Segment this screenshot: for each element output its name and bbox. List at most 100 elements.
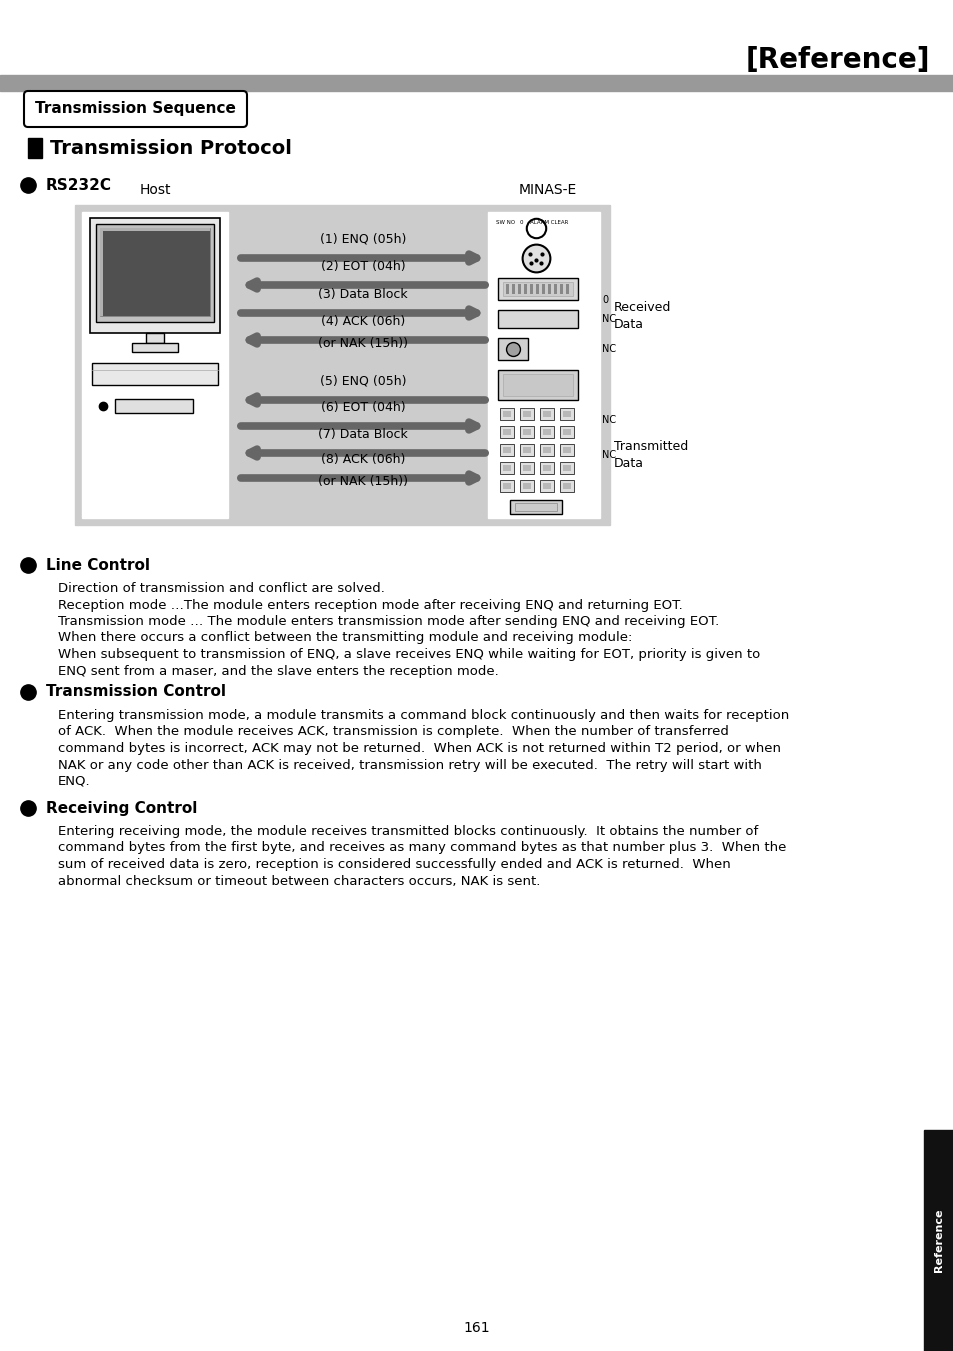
Bar (75, 205, 609, 526)
Text: Entering transmission mode, a module transmits a command block continuously and : Entering transmission mode, a module tra… (58, 709, 788, 721)
Text: Transmission Protocol: Transmission Protocol (50, 139, 292, 158)
Bar (562, 465, 571, 471)
Text: (1) ENQ (05h): (1) ENQ (05h) (319, 232, 406, 246)
Bar (488, 212, 599, 517)
Bar (541, 284, 544, 295)
Bar (542, 484, 551, 489)
Bar (499, 444, 514, 457)
Text: Transmission Sequence: Transmission Sequence (34, 101, 235, 116)
Text: (2) EOT (04h): (2) EOT (04h) (320, 259, 405, 273)
Text: ALARM CLEAR: ALARM CLEAR (530, 219, 568, 224)
Bar (497, 309, 578, 328)
Bar (522, 411, 531, 417)
Text: SW NO: SW NO (496, 219, 515, 224)
Text: RS232C: RS232C (46, 177, 112, 192)
Bar (499, 408, 514, 420)
Bar (522, 447, 531, 453)
Text: When subsequent to transmission of ENQ, a slave receives ENQ while waiting for E: When subsequent to transmission of ENQ, … (58, 648, 760, 661)
Text: command bytes from the first byte, and receives as many command bytes as that nu: command bytes from the first byte, and r… (58, 842, 785, 854)
Text: Entering receiving mode, the module receives transmitted blocks continuously.  I: Entering receiving mode, the module rece… (58, 825, 758, 838)
Text: of ACK.  When the module receives ACK, transmission is complete.  When the numbe: of ACK. When the module receives ACK, tr… (58, 725, 728, 739)
Bar (96, 224, 213, 322)
Text: 0: 0 (601, 295, 607, 305)
Bar (530, 284, 533, 295)
Bar (536, 284, 538, 295)
Text: Reception mode …The module enters reception mode after receiving ENQ and returni: Reception mode …The module enters recept… (58, 598, 682, 612)
Bar (146, 332, 164, 343)
Bar (522, 430, 531, 435)
Bar (547, 284, 551, 295)
Bar (28, 138, 42, 158)
Bar (559, 426, 574, 438)
Bar (100, 228, 210, 316)
Bar (502, 465, 511, 471)
Bar (519, 444, 534, 457)
Bar (505, 284, 509, 295)
Text: (or NAK (15h)): (or NAK (15h)) (317, 336, 408, 350)
Bar (559, 462, 574, 474)
Text: (8) ACK (06h): (8) ACK (06h) (320, 453, 405, 466)
Text: (4) ACK (06h): (4) ACK (06h) (320, 315, 405, 328)
Bar (539, 426, 554, 438)
Text: Host: Host (139, 182, 171, 197)
Text: command bytes is incorrect, ACK may not be returned.  When ACK is not returned w: command bytes is incorrect, ACK may not … (58, 742, 781, 755)
Bar (562, 430, 571, 435)
Bar (502, 282, 573, 296)
Text: Transmitted
Data: Transmitted Data (614, 440, 687, 470)
Bar (90, 218, 220, 332)
Text: Reference: Reference (933, 1208, 943, 1271)
Bar (562, 411, 571, 417)
Text: Line Control: Line Control (46, 558, 150, 573)
Text: (7) Data Block: (7) Data Block (317, 428, 408, 440)
Text: NC: NC (601, 415, 616, 426)
Text: ENQ.: ENQ. (58, 775, 91, 788)
Text: ENQ sent from a maser, and the slave enters the reception mode.: ENQ sent from a maser, and the slave ent… (58, 665, 498, 677)
Text: Transmission Control: Transmission Control (46, 685, 226, 700)
Text: Direction of transmission and conflict are solved.: Direction of transmission and conflict a… (58, 582, 384, 594)
Bar (554, 284, 557, 295)
Text: NC: NC (601, 345, 616, 354)
Bar (542, 465, 551, 471)
Bar (559, 408, 574, 420)
Bar (502, 374, 573, 396)
Bar (497, 370, 578, 400)
Bar (510, 500, 561, 513)
Bar (499, 462, 514, 474)
Bar (502, 430, 511, 435)
Bar (512, 284, 515, 295)
Bar (522, 484, 531, 489)
Text: Received
Data: Received Data (614, 301, 671, 331)
Bar (82, 212, 228, 517)
Text: MINAS-E: MINAS-E (518, 182, 577, 197)
Bar (522, 465, 531, 471)
Bar (523, 284, 526, 295)
Bar (499, 480, 514, 492)
Text: NC: NC (601, 450, 616, 459)
Bar (542, 430, 551, 435)
Bar (542, 447, 551, 453)
Bar (539, 480, 554, 492)
Bar (497, 278, 578, 300)
Text: NC: NC (601, 313, 616, 324)
Bar (562, 447, 571, 453)
Text: [Reference]: [Reference] (744, 46, 929, 74)
Bar (923, 1129, 953, 1351)
Bar (559, 444, 574, 457)
Text: Receiving Control: Receiving Control (46, 801, 197, 816)
Text: sum of received data is zero, reception is considered successfully ended and ACK: sum of received data is zero, reception … (58, 858, 730, 871)
Bar (562, 484, 571, 489)
Bar (519, 480, 534, 492)
Bar (519, 426, 534, 438)
Text: (5) ENQ (05h): (5) ENQ (05h) (319, 376, 406, 388)
Bar (542, 411, 551, 417)
Bar (559, 480, 574, 492)
Bar (502, 447, 511, 453)
Text: (3) Data Block: (3) Data Block (318, 288, 407, 301)
Bar (499, 426, 514, 438)
Bar (502, 484, 511, 489)
Bar (565, 284, 568, 295)
Bar (559, 284, 562, 295)
Text: (or NAK (15h)): (or NAK (15h)) (317, 476, 408, 488)
Text: (6) EOT (04h): (6) EOT (04h) (320, 401, 405, 413)
Bar (100, 228, 210, 231)
